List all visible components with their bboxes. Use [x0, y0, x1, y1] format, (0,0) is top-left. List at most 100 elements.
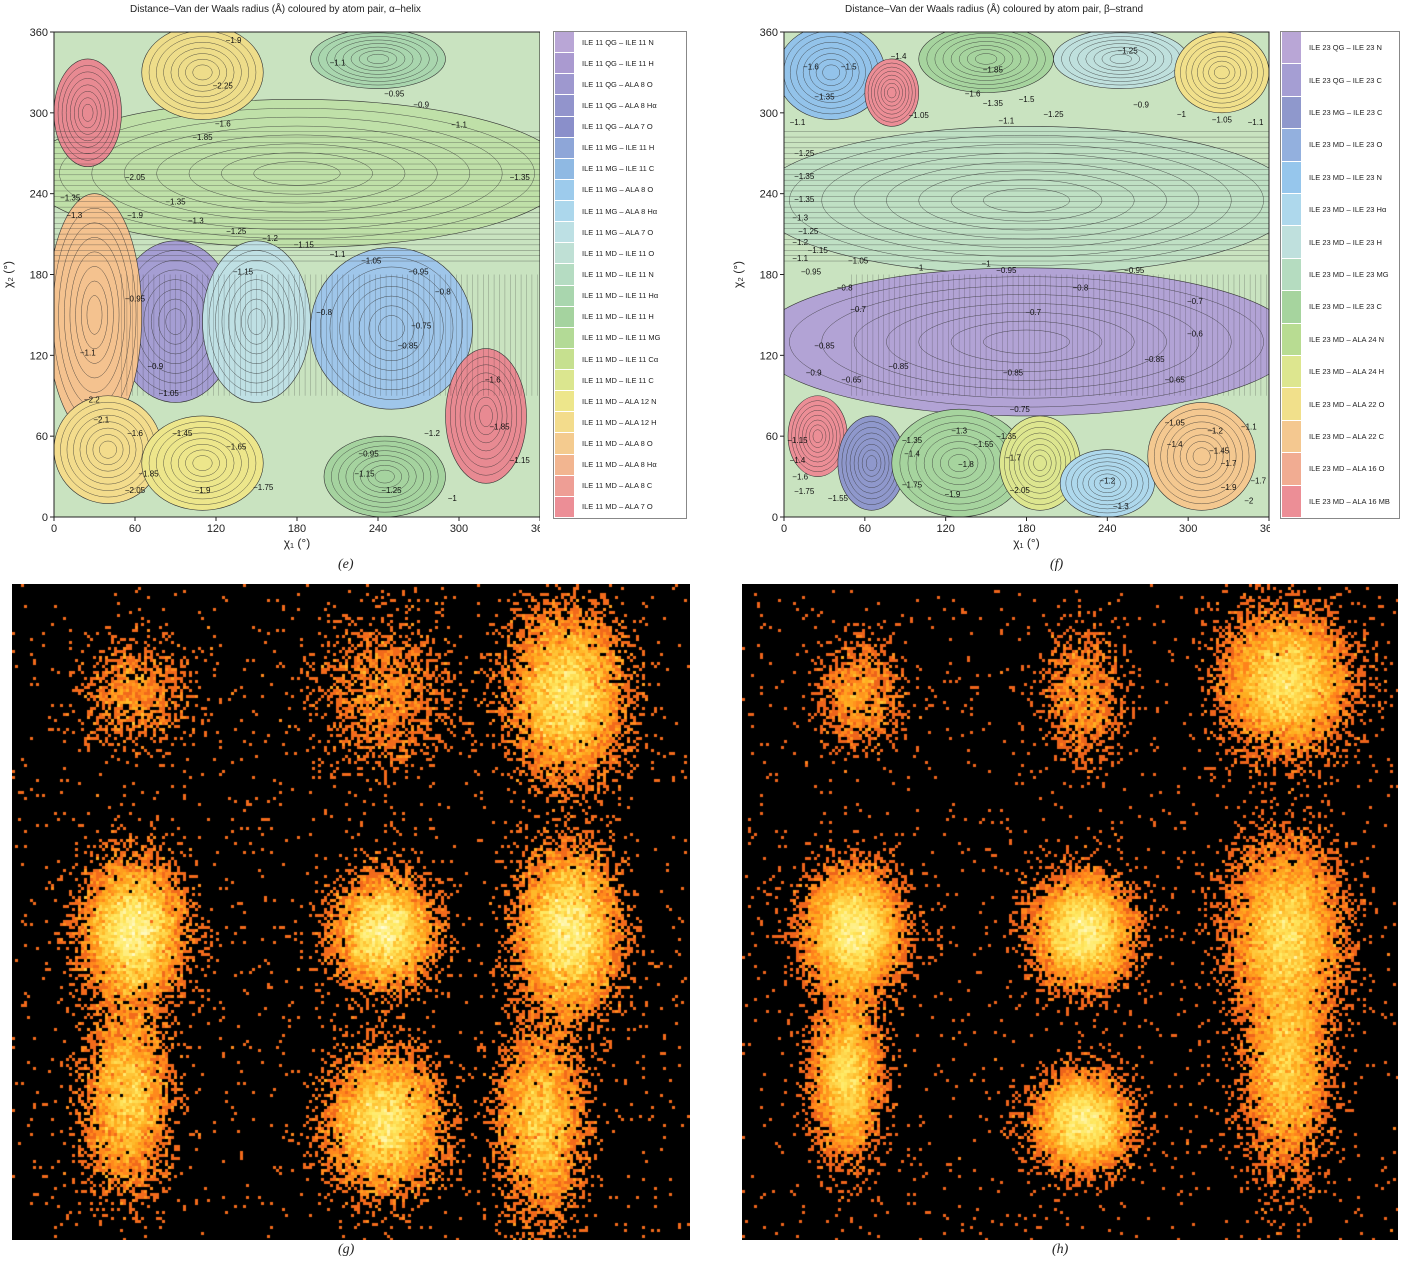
y-axis-label: χ₂ (°)	[731, 261, 745, 288]
contour-ring	[148, 421, 257, 505]
contour-ring	[338, 445, 432, 508]
contour-label: −1.85	[983, 65, 1004, 74]
y-tick-label: 360	[30, 27, 48, 39]
contour-label: −0.75	[411, 321, 432, 330]
contour-ring	[75, 266, 114, 364]
contour-label: −1.35	[60, 193, 81, 202]
contour-label: −1.6	[485, 375, 501, 384]
contour-label: −0.95	[801, 268, 822, 277]
legend-swatch	[555, 391, 574, 413]
contour-label: −1.85	[192, 133, 213, 142]
contour-ring	[950, 320, 1103, 363]
legend-swatch	[555, 433, 574, 455]
contour-ring	[789, 134, 1264, 266]
legend-label: ILE 11 MG – ALA 8 O	[582, 185, 654, 195]
contour-label: −1.4	[1167, 440, 1183, 449]
contour-label: −1.4	[891, 52, 907, 61]
contour-ring	[1214, 65, 1230, 80]
contour-ring	[459, 372, 513, 460]
legend-swatch	[1282, 226, 1301, 259]
contour-label: −1.9	[195, 486, 211, 495]
contour-label: −1.15	[787, 436, 808, 445]
contour-ring	[1099, 477, 1116, 489]
contour-label: −1.35	[794, 172, 815, 181]
contour-ring	[170, 438, 235, 488]
y-tick-label: 0	[42, 512, 48, 524]
contour-ring	[61, 71, 114, 155]
contour-ring	[192, 455, 213, 471]
contour-label: −1.35	[814, 92, 835, 101]
contour-ring	[350, 46, 406, 72]
x-tick-label: 300	[450, 523, 468, 535]
contour-ring	[1018, 438, 1062, 488]
contour-label: −1.9	[226, 36, 242, 45]
contour-label: −1.35	[794, 195, 815, 204]
legend-label: ILE 23 MD – ALA 16 O	[1309, 464, 1385, 474]
contour-label: −0.8	[1072, 284, 1088, 293]
contour-ring	[940, 447, 979, 479]
contour-label: −1.1	[451, 121, 467, 130]
legend-label: ILE 11 MD – ALA 8 Hα	[582, 460, 657, 470]
contour-ring	[1191, 46, 1253, 99]
contour-label: −1.1	[792, 254, 808, 263]
legend-label: ILE 23 MD – ALA 22 O	[1309, 399, 1385, 409]
contour-ring	[469, 388, 503, 444]
legend-swatch	[555, 243, 574, 265]
x-tick-label: 240	[1098, 523, 1116, 535]
contour-ring	[69, 251, 120, 379]
contour-label: −1.2	[262, 234, 278, 243]
contour-label: −1	[914, 263, 924, 272]
contour-label: −1.15	[354, 470, 375, 479]
contour-label: −1.25	[1043, 110, 1064, 119]
contour-ring	[812, 429, 823, 443]
region-red-lower-right	[445, 348, 527, 484]
contour-ring	[59, 108, 535, 239]
legend-swatch	[555, 412, 574, 434]
contour-ring	[1023, 444, 1057, 483]
contour-label: −1.1	[80, 348, 96, 357]
contour-ring	[958, 45, 1014, 73]
contour-label: −1.05	[909, 111, 930, 120]
contour-ring	[156, 36, 249, 109]
legend-swatch	[555, 327, 574, 349]
contour-ring	[861, 449, 882, 477]
contour-ring	[1202, 56, 1241, 89]
legend-label: ILE 11 MD – ILE 11 MG	[582, 333, 661, 343]
legend-label: ILE 11 QG – ALA 8 Hα	[582, 100, 657, 110]
contour-label: −0.95	[1124, 266, 1145, 275]
legend-label: ILE 11 MD – ALA 8 O	[582, 439, 653, 449]
legend-label: ILE 11 MD – ALA 12 H	[582, 417, 657, 427]
contour-ring	[123, 125, 471, 222]
contour-label: −1.3	[951, 426, 967, 435]
contour-label: −1.35	[510, 173, 531, 182]
contour-label: −0.95	[408, 268, 429, 277]
legend-label: ILE 23 MG – ILE 23 C	[1309, 108, 1383, 117]
y-tick-label: 120	[760, 350, 778, 362]
contour-label: −1.35	[983, 99, 1004, 108]
contour-ring	[81, 280, 108, 350]
contour-ring	[942, 37, 1030, 81]
contour-ring	[188, 143, 406, 204]
legend-label: ILE 11 MD – ALA 8 C	[582, 481, 653, 491]
y-tick-label: 120	[30, 350, 48, 362]
chart-title: Distance–Van der Waals radius (Å) colour…	[130, 4, 421, 15]
contour-ring	[163, 41, 242, 103]
contour-ring	[156, 134, 438, 213]
x-axis-label: χ₁ (°)	[284, 536, 310, 550]
legend-swatch	[555, 158, 574, 180]
contour-ring	[318, 32, 438, 86]
contour-ring	[185, 58, 220, 86]
contour-label: −1.6	[215, 119, 231, 128]
contour-label: −1.35	[165, 197, 186, 206]
x-axis-label: χ₁ (°)	[1013, 536, 1039, 550]
legend-label: ILE 23 MD – ILE 23 Hα	[1309, 205, 1387, 215]
plot-area: −1.9 −1.1 −0.95 −0.9 −1.1 −1.35 −1.35 −1.3 −1.35…	[54, 32, 540, 517]
x-tick-label: 120	[207, 523, 225, 535]
contour-ring	[1085, 43, 1157, 75]
y-tick-label: 180	[30, 270, 48, 282]
region-green-lower	[323, 435, 446, 517]
x-tick-label: 360	[1260, 523, 1270, 535]
contour-ring	[867, 62, 916, 123]
contour-ring	[170, 47, 235, 98]
contour-label: −0.7	[1187, 297, 1203, 306]
